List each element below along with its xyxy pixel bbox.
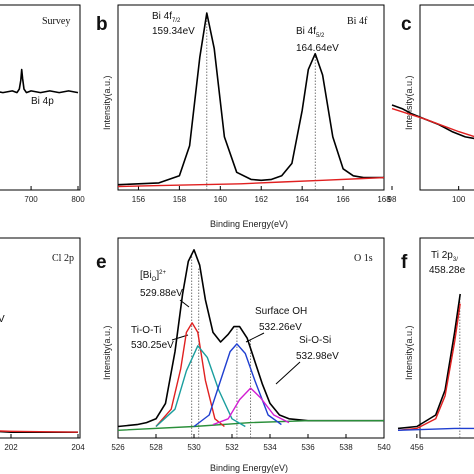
bi4f-xtick-label-0: 156	[132, 195, 146, 204]
bi4f-peak1-label: Bi 4f7/2	[152, 11, 181, 24]
o1s-bio-sup: 2+	[159, 270, 166, 276]
ti2p-peak-value: 458.28e	[429, 265, 466, 276]
o1s-series--bi2o2-2-	[155, 322, 225, 428]
ti2p-series-fit	[397, 303, 461, 431]
panel-bi4f-plot: 156 158 160 162 164 166 168	[117, 12, 391, 204]
cl2p-series-measured	[0, 430, 78, 434]
bi4f-peak1-value: 159.34eV	[152, 26, 195, 37]
o1s-xtick-label-7: 540	[377, 443, 391, 452]
survey-xtick-label-1: 700	[24, 195, 38, 204]
survey-xtick-label-2: 800	[71, 195, 85, 204]
o1s-arrow-sios	[275, 361, 301, 385]
o1s-annotation-sios: Si-O-Si	[299, 335, 331, 346]
cl2p-series-background	[0, 430, 79, 433]
bi4f-series-background	[117, 176, 385, 188]
panel-cl2p-plot: 202 204	[0, 430, 85, 452]
survey-annotation-bi4p: Bi 4p	[31, 96, 54, 107]
o1s-xtick-label-3: 532	[225, 443, 239, 452]
panel-o1s-title: O 1s	[354, 253, 373, 264]
bi4f-series-measured	[117, 12, 384, 186]
panel-si2p-frame	[419, 4, 474, 191]
cl2p-xtick-label-0: 202	[4, 443, 18, 452]
panel-o1s-letter: e	[96, 252, 107, 273]
panel-o1s: e O 1s Intensity(a.u.) Binding Energy(eV…	[96, 237, 391, 473]
o1s-series-surface-oh	[193, 343, 282, 428]
ti2p-series-background	[397, 427, 474, 431]
o1s-annotation-tioti: Ti-O-Ti	[131, 325, 161, 336]
panel-survey: Survey Bi 4p 600700800	[0, 4, 85, 204]
panel-o1s-ylabel: Intensity(a.u.)	[102, 325, 112, 380]
bi4f-peak2-main: Bi 4f	[296, 26, 316, 37]
o1s-annotation-bio-value: 529.88eV	[140, 288, 183, 299]
o1s-xtick-label-2: 530	[187, 443, 201, 452]
panel-si2p: c Intensity(a.u.) 98 100	[388, 4, 474, 204]
ti2p-peak-sub: 3/	[453, 257, 458, 263]
bi4f-xtick-label-3: 162	[255, 195, 269, 204]
o1s-xtick-label-0: 526	[111, 443, 125, 452]
o1s-xtick-label-5: 536	[301, 443, 315, 452]
panel-bi4f-ylabel: Intensity(a.u.)	[102, 75, 112, 130]
ti2p-xtick-label-0: 456	[410, 443, 424, 452]
ti2p-series-measured	[397, 293, 461, 430]
bi4f-xtick-label-2: 160	[214, 195, 228, 204]
panel-bi4f-frame	[117, 4, 385, 191]
panel-survey-frame	[0, 4, 81, 191]
o1s-bio-part1: [Bi	[140, 270, 152, 281]
panel-cl2p: Cl 2p V 202 204	[0, 237, 85, 452]
panel-cl2p-frame	[0, 237, 81, 439]
o1s-xtick-label-4: 534	[263, 443, 277, 452]
panel-survey-title: Survey	[42, 16, 70, 27]
panel-ti2p-plot: 456	[397, 293, 474, 452]
o1s-annotation-tioti-value: 530.25eV	[131, 340, 174, 351]
panel-si2p-ylabel: Intensity(a.u.)	[404, 75, 414, 130]
bi4f-xtick-label-5: 166	[336, 195, 350, 204]
panel-si2p-letter: c	[401, 14, 412, 35]
panel-si2p-plot: 98 100	[388, 104, 474, 204]
o1s-annotation-oh-value: 532.26eV	[259, 322, 302, 333]
panel-cl2p-title: Cl 2p	[52, 253, 74, 264]
o1s-arrow-oh	[245, 332, 265, 343]
o1s-series-background	[117, 420, 384, 431]
cl2p-partial-label: V	[0, 314, 5, 325]
bi4f-xtick-label-1: 158	[173, 195, 187, 204]
o1s-series-ti-o-ti	[155, 345, 246, 428]
cl2p-xtick-label-1: 204	[71, 443, 85, 452]
bi4f-peak2-sub: 5/2	[316, 33, 325, 39]
o1s-series-si-o-si	[212, 387, 290, 426]
o1s-series-measured	[117, 249, 384, 428]
si2p-xtick-label-0: 98	[388, 195, 397, 204]
bi4f-xtick-label-4: 164	[295, 195, 309, 204]
si2p-xtick-label-1: 100	[452, 195, 466, 204]
panel-o1s-plot: 526 528 530 532 534 536 538 540	[111, 249, 391, 452]
survey-series-0	[0, 68, 79, 94]
bi4f-peak1-main: Bi 4f	[152, 11, 172, 22]
o1s-bio-sub: O	[152, 277, 157, 283]
o1s-annotation-sios-value: 532.98eV	[296, 351, 339, 362]
o1s-bio-part2: ]	[156, 270, 159, 281]
panel-ti2p-frame	[419, 237, 474, 439]
o1s-annotation-bio: [BiO]2+	[140, 270, 166, 283]
o1s-xtick-label-6: 538	[339, 443, 353, 452]
panel-ti2p: f Intensity(a.u.) Ti 2p3/ 458.28e 456	[397, 237, 474, 452]
panel-ti2p-letter: f	[401, 252, 408, 273]
ti2p-peak-label: Ti 2p3/	[431, 250, 458, 263]
o1s-xtick-label-1: 528	[149, 443, 163, 452]
o1s-annotation-oh: Surface OH	[255, 306, 307, 317]
bi4f-peak2-value: 164.64eV	[296, 43, 339, 54]
panel-bi4f-title: Bi 4f	[347, 16, 368, 27]
panel-o1s-xlabel: Binding Energy(eV)	[210, 463, 288, 473]
bi4f-peak1-sub: 7/2	[172, 18, 181, 24]
panel-survey-plot: 600700800	[0, 68, 85, 204]
panel-bi4f: b Bi 4f Intensity(a.u.) Binding Energy(e…	[96, 4, 391, 229]
bi4f-peak2-label: Bi 4f5/2	[296, 26, 325, 39]
bi4f-xtick-label-6: 168	[377, 195, 391, 204]
panel-ti2p-ylabel: Intensity(a.u.)	[404, 325, 414, 380]
ti2p-peak-main: Ti 2p	[431, 250, 453, 261]
panel-bi4f-xlabel: Binding Energy(eV)	[210, 219, 288, 229]
si2p-series-background	[391, 107, 474, 138]
panel-bi4f-letter: b	[96, 14, 108, 35]
